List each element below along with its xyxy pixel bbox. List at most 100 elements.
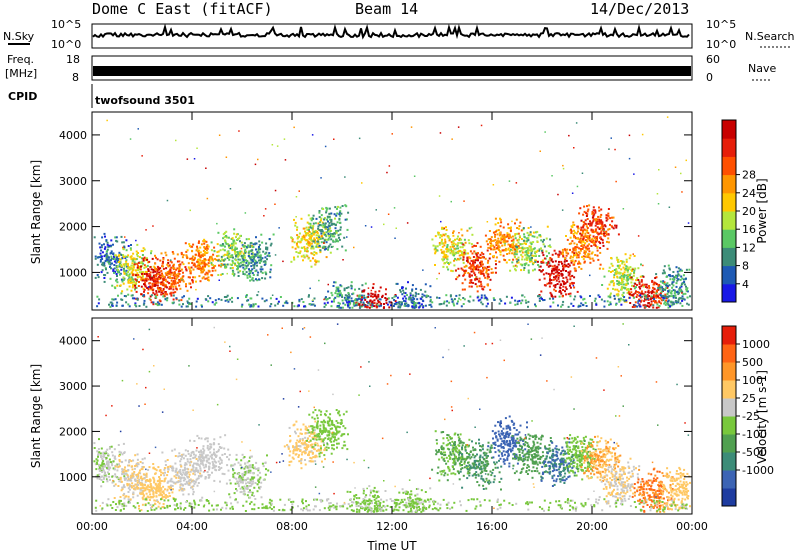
data-point [514, 237, 517, 240]
data-point [226, 252, 229, 255]
data-point [666, 284, 669, 287]
data-point [429, 300, 432, 303]
data-point [391, 297, 394, 300]
data-point [225, 296, 228, 298]
data-point [254, 259, 257, 262]
data-point [131, 297, 134, 300]
data-point [375, 306, 378, 309]
data-point [179, 287, 182, 290]
freq-tick-low: 8 [72, 71, 79, 84]
data-point [185, 472, 188, 475]
data-point [647, 298, 650, 301]
data-point [169, 292, 172, 295]
power-x-axis [91, 112, 693, 310]
data-point [662, 294, 665, 297]
data-point [512, 258, 515, 261]
data-point [148, 486, 151, 489]
data-point [293, 256, 295, 259]
data-point [120, 298, 123, 301]
data-point [584, 255, 587, 258]
data-point [567, 293, 570, 296]
data-point [108, 458, 111, 461]
data-point [130, 485, 133, 487]
data-point [129, 498, 132, 501]
data-point [440, 235, 443, 238]
data-point [195, 305, 198, 308]
data-point [339, 284, 342, 287]
data-point [319, 251, 322, 254]
data-point [469, 295, 472, 298]
data-point [315, 261, 318, 264]
data-point [176, 481, 179, 484]
data-point [231, 254, 234, 257]
data-point [97, 448, 100, 450]
data-point [531, 254, 534, 257]
data-point [105, 252, 108, 255]
data-point [123, 452, 126, 454]
data-point [337, 229, 340, 232]
data-point [141, 274, 144, 277]
data-point [146, 264, 149, 267]
data-point [534, 305, 537, 308]
data-point [94, 276, 97, 279]
data-point [139, 262, 142, 264]
data-point [450, 298, 453, 301]
data-point [145, 229, 147, 231]
data-point [530, 226, 532, 228]
data-point [672, 278, 674, 281]
data-point [163, 468, 166, 471]
power-y-label: Slant Range [km] [29, 160, 43, 264]
data-point [137, 274, 140, 276]
data-point [107, 256, 110, 259]
data-point [205, 249, 208, 251]
data-point [112, 480, 115, 483]
data-point [521, 247, 524, 250]
data-point [548, 275, 551, 278]
data-point [509, 230, 512, 233]
data-point [141, 260, 144, 263]
data-point [155, 256, 157, 259]
data-point [120, 263, 122, 266]
data-point [353, 246, 355, 249]
data-point [642, 285, 645, 288]
data-point [294, 224, 297, 227]
data-point [573, 286, 576, 289]
data-point [318, 221, 321, 224]
data-point [223, 236, 226, 239]
data-point [296, 242, 298, 245]
data-point [119, 253, 122, 256]
data-point [197, 261, 200, 263]
data-point [480, 260, 483, 263]
data-point [245, 238, 248, 241]
data-point [103, 264, 106, 267]
data-point [168, 271, 171, 273]
data-point [518, 238, 520, 241]
data-point [207, 265, 210, 268]
data-point [246, 276, 249, 279]
data-point [149, 278, 152, 281]
data-point [187, 480, 190, 483]
data-point [395, 303, 398, 306]
data-point [173, 277, 176, 280]
data-point [293, 305, 296, 308]
data-point [351, 306, 354, 309]
data-point [271, 144, 274, 146]
data-point [115, 236, 118, 239]
data-point [235, 255, 237, 258]
data-point [98, 463, 100, 466]
data-point [316, 230, 318, 233]
data-point [243, 250, 246, 253]
data-point [406, 294, 408, 297]
data-point [547, 272, 550, 275]
data-point [504, 242, 506, 245]
data-point [545, 237, 548, 240]
data-point [553, 288, 556, 291]
data-point [567, 271, 570, 274]
data-point [415, 293, 418, 295]
data-point [675, 285, 678, 288]
data-point [489, 247, 492, 250]
data-point [628, 157, 631, 160]
data-point [444, 241, 447, 244]
data-point [609, 294, 612, 297]
data-point [577, 254, 580, 257]
